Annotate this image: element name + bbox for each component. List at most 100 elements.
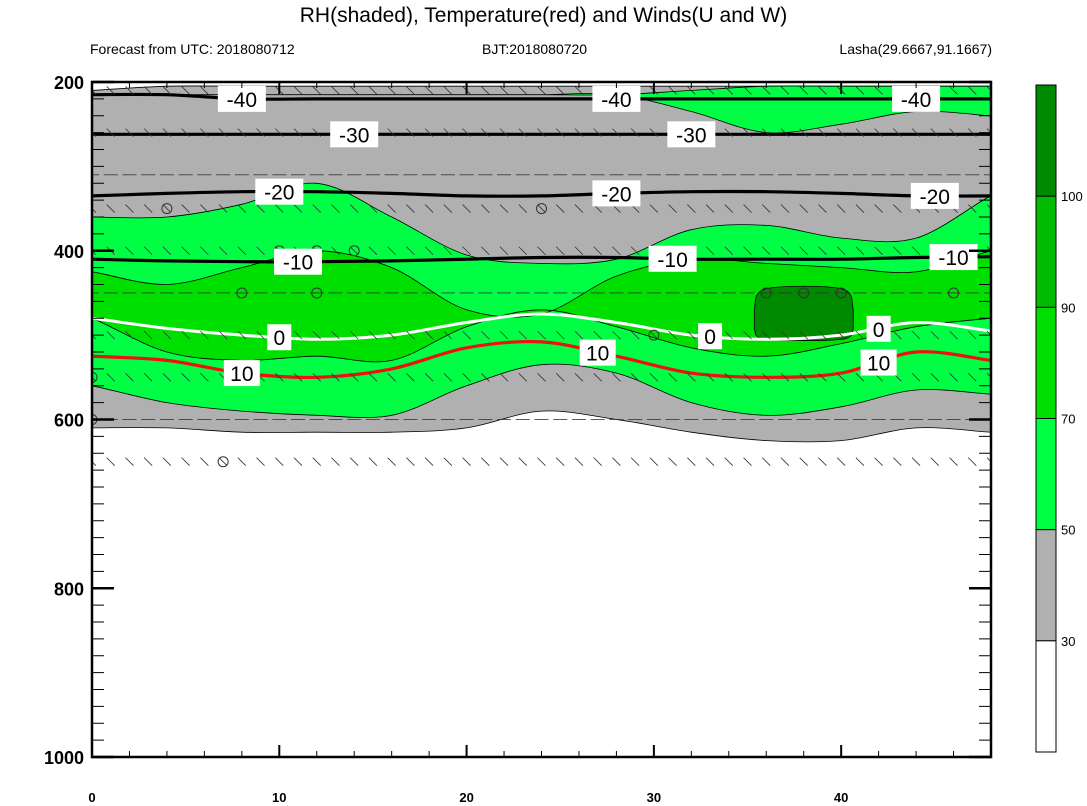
wind-barb [275,457,284,466]
wind-barb [780,330,790,340]
wind-barb [200,246,209,256]
wind-barb [349,373,359,382]
contour-label--40-2: -40 [892,85,941,112]
calm-wind-circle [760,287,772,299]
wind-barb [312,373,322,382]
wind-barb [743,246,752,256]
wind-barb [387,86,396,95]
wind-barb [612,128,621,137]
wind-barb [537,373,546,382]
wind-barb [462,330,471,340]
wind-barb [256,330,265,340]
wind-barb [443,86,453,95]
wind-barb [162,204,172,213]
wind-barb [555,246,565,256]
wind-barb [293,128,303,137]
wind-barb [293,330,303,340]
wind-barb [312,204,322,213]
wind-barb [743,330,752,340]
wind-barb [574,204,584,213]
wind-barb [724,204,734,213]
wind-barb [200,373,209,382]
wind-barb [574,457,584,466]
colorbar-box [1035,84,1057,197]
wind-barb [406,246,415,256]
wind-barb [125,128,134,137]
wind-barb [818,246,827,256]
wind-barb [687,373,696,382]
wind-barb [836,246,846,256]
wind-barb [443,246,453,256]
wind-barb [836,128,846,137]
wind-barb [312,128,322,137]
wind-barb [424,330,434,340]
wind-barb [406,86,415,95]
contour-label--30-1: -30 [667,121,716,148]
wind-barb [106,86,116,95]
svg-text:-20: -20 [264,182,294,205]
wind-barb [312,330,322,340]
wind-barb [331,330,340,340]
wind-barb [836,373,846,382]
wind-barb [630,373,640,382]
wind-barb [724,457,734,466]
wind-barb [537,128,546,137]
wind-barb [649,457,659,466]
contour-label--20-2: -20 [910,182,959,209]
wind-barb [649,373,659,382]
svg-text:-10: -10 [938,247,968,270]
wind-barb [630,246,640,256]
wind-barb [443,373,453,382]
wind-barb [518,246,528,256]
wind-barb [462,457,471,466]
wind-barb [668,457,677,466]
wind-barb [443,330,453,340]
wind-barb [724,86,734,95]
wind-barb [143,86,153,95]
wind-barb [499,128,509,137]
wind-barb [462,204,471,213]
calm-wind-circle [161,203,173,215]
wind-barb [949,330,958,340]
colorbar-label: 90 [1061,300,1075,315]
wind-barb [424,373,434,382]
wind-barb [780,204,790,213]
contour-label--20-0: -20 [255,178,304,205]
wind-barb [855,128,865,137]
wind-barb [818,330,827,340]
wind-barb [724,330,734,340]
wind-barb [874,204,883,213]
colorbar-box [1035,418,1057,531]
wind-barb [687,330,696,340]
wind-barb [499,86,509,95]
wind-barb [574,330,584,340]
wind-barb [162,86,172,95]
wind-barb [443,128,453,137]
wind-barb [92,376,97,382]
valid-time-label: BJT:2018080720 [482,41,588,57]
wind-barb [499,457,509,466]
wind-barb [930,373,940,382]
wind-barb [668,373,677,382]
calm-wind-circle [236,287,248,299]
station-label: Lasha(29.6667,91.1667) [839,41,992,57]
wind-barb [930,128,940,137]
calm-wind-circle [536,203,547,215]
wind-barb [424,457,434,466]
temperature-contour--20 [92,189,991,198]
wind-barb [518,373,528,382]
wind-barb [612,457,621,466]
wind-barb [574,373,584,382]
wind-barb [855,373,865,382]
svg-text:-10: -10 [283,252,313,275]
svg-text:0: 0 [873,319,885,342]
wind-barb [911,457,921,466]
wind-barb [92,89,97,95]
wind-barb [574,246,584,256]
contour-label--30-0: -30 [330,121,379,148]
wind-barb [406,204,415,213]
wind-barb [181,246,190,256]
svg-text:-20: -20 [920,186,950,209]
wind-barb [499,204,509,213]
